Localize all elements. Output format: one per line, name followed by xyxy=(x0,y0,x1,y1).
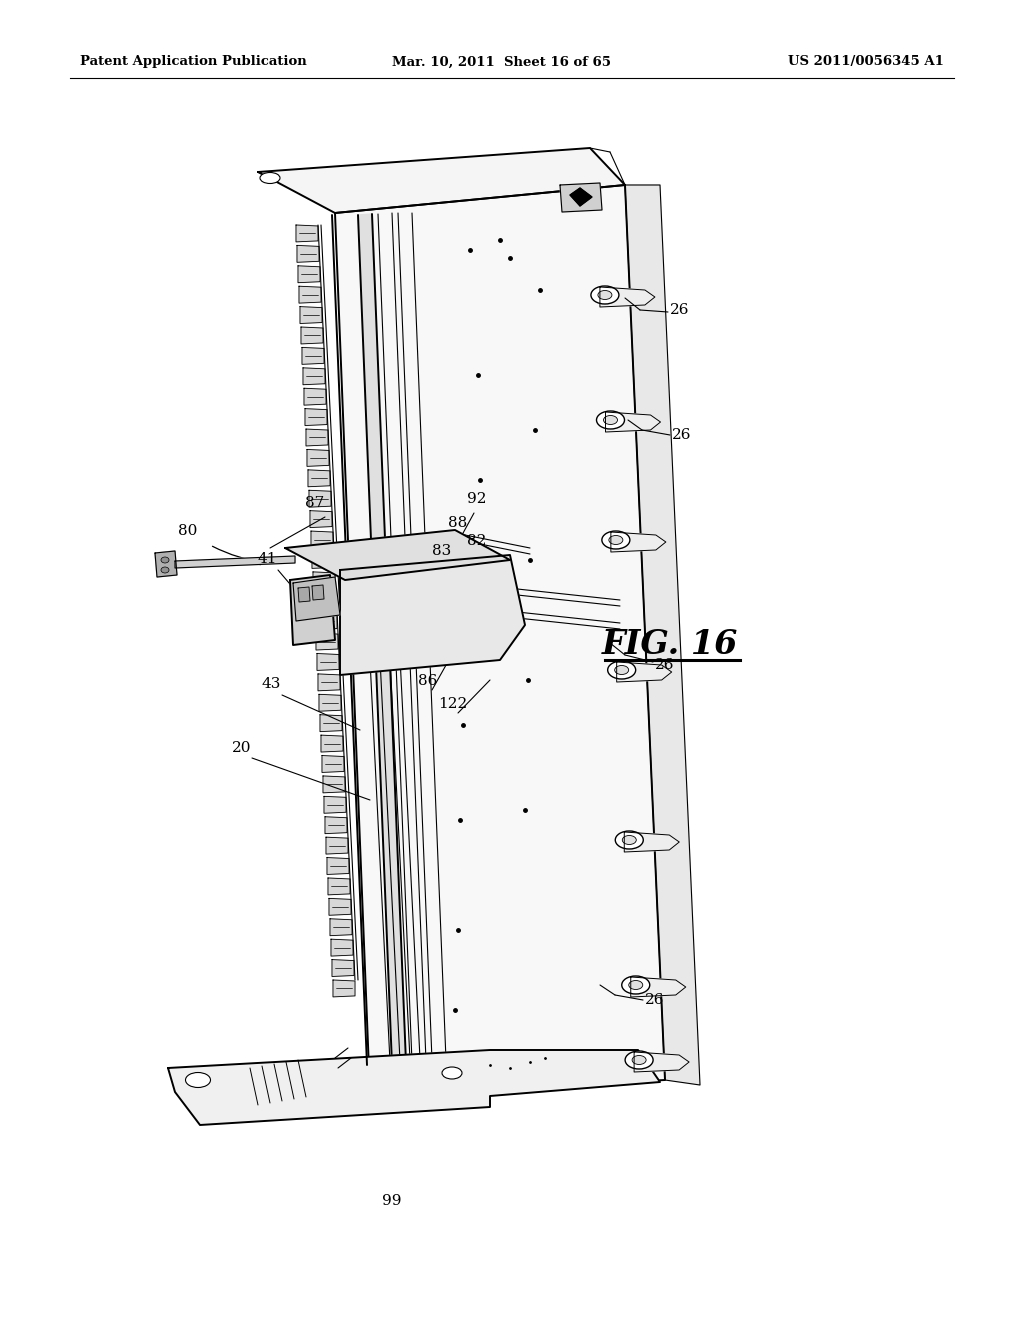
Polygon shape xyxy=(293,577,340,620)
Polygon shape xyxy=(611,532,666,552)
Polygon shape xyxy=(314,593,336,610)
Text: FIG. 16: FIG. 16 xyxy=(602,628,738,661)
Ellipse shape xyxy=(625,1051,653,1069)
Polygon shape xyxy=(625,185,700,1085)
Polygon shape xyxy=(335,185,665,1096)
Text: 20: 20 xyxy=(232,741,252,755)
Polygon shape xyxy=(155,550,177,577)
Polygon shape xyxy=(631,977,686,997)
Polygon shape xyxy=(175,556,295,568)
Ellipse shape xyxy=(607,661,636,678)
Text: 26: 26 xyxy=(672,428,691,442)
Polygon shape xyxy=(324,796,346,813)
Polygon shape xyxy=(570,187,592,206)
Polygon shape xyxy=(317,653,339,671)
Ellipse shape xyxy=(623,836,636,845)
Polygon shape xyxy=(309,490,331,507)
Text: 26: 26 xyxy=(670,304,689,317)
Polygon shape xyxy=(322,755,344,772)
Polygon shape xyxy=(330,919,352,936)
Text: 92: 92 xyxy=(467,492,486,506)
Text: 80: 80 xyxy=(178,524,198,539)
Ellipse shape xyxy=(622,975,650,994)
Polygon shape xyxy=(605,412,660,432)
Ellipse shape xyxy=(260,173,280,183)
Polygon shape xyxy=(304,388,326,405)
Polygon shape xyxy=(625,832,679,851)
Polygon shape xyxy=(312,585,324,601)
Text: 122: 122 xyxy=(438,697,467,711)
Polygon shape xyxy=(290,576,335,645)
Text: Patent Application Publication: Patent Application Publication xyxy=(80,55,307,69)
Polygon shape xyxy=(560,183,602,213)
Polygon shape xyxy=(307,449,329,466)
Polygon shape xyxy=(296,224,318,242)
Polygon shape xyxy=(312,552,334,569)
Polygon shape xyxy=(298,265,319,282)
Polygon shape xyxy=(311,531,333,548)
Polygon shape xyxy=(325,817,347,834)
Polygon shape xyxy=(300,306,322,323)
Ellipse shape xyxy=(442,1067,462,1078)
Polygon shape xyxy=(298,587,310,602)
Polygon shape xyxy=(326,837,348,854)
Text: 83: 83 xyxy=(432,544,452,558)
Ellipse shape xyxy=(598,290,612,300)
Polygon shape xyxy=(258,148,625,213)
Polygon shape xyxy=(319,694,341,711)
Ellipse shape xyxy=(614,665,629,675)
Polygon shape xyxy=(358,214,407,1090)
Polygon shape xyxy=(168,1049,660,1125)
Text: 82: 82 xyxy=(467,535,486,548)
Polygon shape xyxy=(333,979,355,997)
Polygon shape xyxy=(315,612,337,630)
Ellipse shape xyxy=(615,832,643,849)
Polygon shape xyxy=(303,368,325,384)
Ellipse shape xyxy=(185,1072,211,1088)
Polygon shape xyxy=(285,531,510,579)
Ellipse shape xyxy=(632,1056,646,1064)
Polygon shape xyxy=(321,735,343,752)
Text: 41: 41 xyxy=(258,552,278,566)
Text: 26: 26 xyxy=(655,657,675,672)
Polygon shape xyxy=(319,714,342,731)
Polygon shape xyxy=(297,246,319,263)
Polygon shape xyxy=(323,776,345,793)
Ellipse shape xyxy=(597,411,625,429)
Ellipse shape xyxy=(609,536,623,544)
Polygon shape xyxy=(313,572,335,589)
Ellipse shape xyxy=(591,286,618,304)
Polygon shape xyxy=(306,429,328,446)
Text: 88: 88 xyxy=(449,516,467,531)
Text: 26: 26 xyxy=(645,993,665,1007)
Polygon shape xyxy=(310,511,332,528)
Ellipse shape xyxy=(603,416,617,425)
Ellipse shape xyxy=(602,531,630,549)
Text: US 2011/0056345 A1: US 2011/0056345 A1 xyxy=(788,55,944,69)
Polygon shape xyxy=(302,347,324,364)
Polygon shape xyxy=(340,554,525,675)
Polygon shape xyxy=(305,409,327,425)
Text: 87: 87 xyxy=(305,496,325,510)
Polygon shape xyxy=(301,327,323,345)
Text: Mar. 10, 2011  Sheet 16 of 65: Mar. 10, 2011 Sheet 16 of 65 xyxy=(392,55,611,69)
Polygon shape xyxy=(316,634,338,649)
Ellipse shape xyxy=(161,568,169,573)
Text: 43: 43 xyxy=(262,677,282,690)
Polygon shape xyxy=(634,1052,689,1072)
Polygon shape xyxy=(329,899,351,915)
Text: 99: 99 xyxy=(382,1195,401,1208)
Polygon shape xyxy=(332,960,354,977)
Polygon shape xyxy=(299,286,321,304)
Polygon shape xyxy=(600,286,655,308)
Polygon shape xyxy=(327,858,349,874)
Text: 86: 86 xyxy=(418,675,437,688)
Polygon shape xyxy=(318,675,340,690)
Polygon shape xyxy=(328,878,350,895)
Ellipse shape xyxy=(161,557,169,564)
Ellipse shape xyxy=(629,981,643,990)
Polygon shape xyxy=(308,470,330,487)
Polygon shape xyxy=(331,940,353,956)
Polygon shape xyxy=(616,663,672,682)
